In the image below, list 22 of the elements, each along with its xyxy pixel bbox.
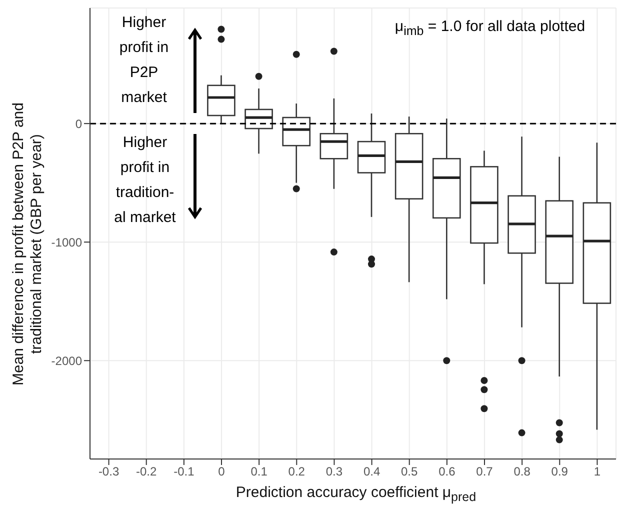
y-tick-label: 0 [75,116,82,131]
x-tick-label: -0.1 [174,464,195,479]
annotation: Higher profit in P2P market [118,13,170,108]
annotation: μ$_{imb}$ = 1.0 for all data plotted [394,18,586,38]
y-tick-label: -1000 [51,235,82,250]
x-tick-label: 0.9 [551,464,568,479]
x-tick-label: 0.6 [438,464,456,479]
x-tick-label: 0.1 [250,464,268,479]
x-tick-label: 0.7 [476,464,494,479]
y-axis-title: Mean difference in profit between P2P and traditional market (GBP per year) [10,102,46,388]
x-tick-label: 0.5 [401,464,418,479]
x-axis-title: Prediction accuracy coefficient μ$_{pred}$ [234,484,478,504]
x-tick-label: 0 [218,464,226,479]
x-tick-label: -0.3 [98,464,120,479]
annotation: Higher profit in tradition- al market [113,133,177,228]
x-tick-label: 0.2 [288,464,306,479]
x-tick-label: 0.4 [363,464,380,479]
x-tick-label: 1 [594,464,601,479]
y-tick-label: -2000 [51,354,82,368]
x-tick-label: 0.8 [514,464,531,479]
x-tick-label: -0.2 [136,464,158,479]
x-tick-label: 0.3 [326,464,343,479]
